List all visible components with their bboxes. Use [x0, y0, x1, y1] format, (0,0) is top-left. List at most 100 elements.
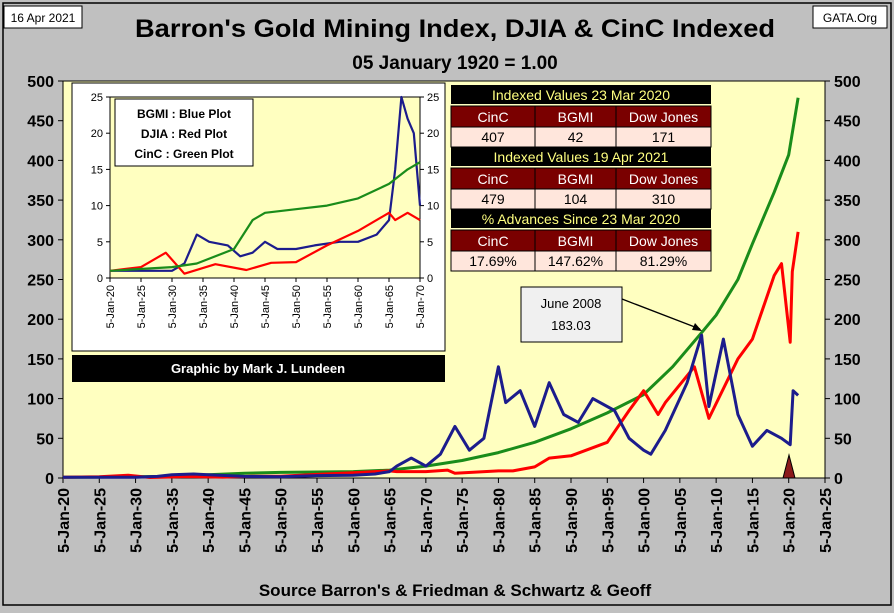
main-x-tick-label: 5-Jan-35 [165, 488, 182, 553]
inset-legend-entry: DJIA : Red Plot [141, 127, 227, 141]
inset-y-tick-label-left: 0 [97, 273, 103, 285]
current-date-marker [782, 453, 796, 479]
inset-y-tick-label-left: 10 [91, 201, 103, 213]
indexed-values-tables: Indexed Values 23 Mar 2020 CinC 407 BGMI 42 D… [450, 85, 712, 272]
main-x-tick-label: 5-Jan-20 [782, 488, 799, 553]
credit-banner [72, 355, 445, 382]
main-x-tick-label: 5-Jan-50 [274, 488, 291, 553]
annotation-line2: 183.03 [551, 318, 591, 333]
main-x-tick-label: 5-Jan-30 [129, 488, 146, 553]
inset-y-tick-label-right: 0 [427, 273, 433, 285]
main-x-tick-label: 5-Jan-15 [745, 488, 762, 553]
main-y-tick-label-right: 400 [834, 153, 861, 170]
main-y-tick-label-left: 300 [27, 233, 54, 250]
main-y-tick-label-left: 350 [27, 193, 54, 210]
main-x-axis: 5-Jan-20 5-Jan-25 5-Jan-30 5-Jan-35 5-Jan-40… [56, 478, 835, 553]
main-series-group [62, 97, 800, 479]
inset-y-tick-label-left: 5 [97, 237, 103, 249]
inset-x-tick-label: 5-Jan-35 [198, 285, 210, 328]
main-x-tick-label: 5-Jan-80 [491, 488, 508, 553]
inset-legend-entry: CinC : Green Plot [134, 147, 233, 161]
inset-x-tick-label: 5-Jan-55 [322, 285, 334, 328]
inset-y-tick-label-right: 5 [427, 237, 433, 249]
annotation-arrow-line [621, 298, 701, 330]
source-tag-box [812, 5, 888, 29]
inset-legend-entry: BGMI : Blue Plot [137, 107, 231, 121]
table-value: 407 [481, 129, 505, 145]
inset-x-tick-label: 5-Jan-25 [136, 285, 148, 328]
main-y-tick-label-right: 300 [834, 233, 861, 250]
table-value: 17.69% [469, 253, 516, 269]
main-y-tick-label-left: 500 [27, 74, 54, 91]
main-y-tick-label-right: 150 [834, 352, 861, 369]
annotation-line1: June 2008 [541, 296, 602, 311]
main-y-tick-label-right: 450 [834, 114, 861, 131]
table-header-label: CinC [477, 233, 508, 249]
main-y-tick-label-left: 200 [27, 312, 54, 329]
table-caption-bg [451, 85, 711, 104]
table-header-label: CinC [477, 109, 508, 125]
table-caption: % Advances Since 23 Mar 2020 [482, 211, 681, 227]
main-x-tick-label: 5-Jan-40 [201, 488, 218, 553]
inset-y-tick-label-right: 25 [427, 92, 439, 104]
main-x-tick-label: 5-Jan-75 [455, 488, 472, 553]
main-y-tick-label-right: 0 [834, 471, 843, 488]
series-line-bgmi [63, 333, 800, 479]
main-y-tick-label-right: 500 [834, 74, 861, 91]
main-y-tick-label-left: 0 [45, 471, 54, 488]
inset-series-group [109, 95, 422, 275]
main-y-tick-label-right: 50 [834, 431, 852, 448]
annotation-arrow-head [692, 323, 702, 331]
date-box [3, 5, 83, 29]
date-label: 16 Apr 2021 [11, 11, 76, 25]
main-x-tick-label: 5-Jan-95 [600, 488, 617, 553]
inset-legend: BGMI : Blue Plot DJIA : Red Plot CinC : Gr… [134, 107, 233, 161]
inset-y-tick-label-right: 15 [427, 164, 439, 176]
inset-legend-box [114, 98, 254, 167]
chart-title: Barron's Gold Mining Index, DJIA & CinC … [135, 15, 775, 43]
table-header-label: BGMI [558, 233, 594, 249]
main-y-tick-label-left: 400 [27, 153, 54, 170]
chart-subtitle: 05 January 1920 = 1.00 [352, 53, 557, 74]
main-x-tick-label: 5-Jan-85 [528, 488, 545, 553]
inset-x-tick-label: 5-Jan-40 [229, 285, 241, 328]
main-x-tick-label: 5-Jan-90 [564, 488, 581, 553]
main-x-tick-label: 5-Jan-65 [383, 488, 400, 553]
table-value: 147.62% [548, 253, 603, 269]
table-caption-bg [451, 209, 711, 228]
inset-x-tick-label: 5-Jan-65 [384, 285, 396, 328]
table-header-label: BGMI [558, 171, 594, 187]
inset-x-tick-label: 5-Jan-70 [415, 285, 427, 328]
main-x-tick-label: 5-Jan-05 [673, 488, 690, 553]
inset-series-line-bgmi [110, 95, 422, 272]
inset-x-tick-label: 5-Jan-50 [291, 285, 303, 328]
main-x-tick-label: 5-Jan-60 [346, 488, 363, 553]
x-axis-title: Source Barron's & Friedman & Schwartz & … [259, 581, 652, 600]
table-caption: Indexed Values 19 Apr 2021 [494, 149, 669, 165]
main-x-tick-label: 5-Jan-25 [92, 488, 109, 553]
table-value-cell [615, 250, 712, 272]
inset-x-tick-label: 5-Jan-30 [167, 285, 179, 328]
main-y-tick-label-left: 150 [27, 352, 54, 369]
inset-x-tick-label: 5-Jan-20 [105, 285, 117, 328]
inset-series-line-djia [109, 211, 421, 275]
source-tag-label: GATA.Org [823, 11, 877, 25]
inset-y-tick-label-left: 15 [91, 164, 103, 176]
inset-axes: 0 0 5 5 10 10 15 15 20 20 25 25 5-Jan-20 5-Jan-25 5-Ja… [91, 92, 440, 328]
table-value: 81.29% [640, 253, 687, 269]
inset-x-tick-label: 5-Jan-60 [353, 285, 365, 328]
table-caption: Indexed Values 23 Mar 2020 [492, 87, 670, 103]
main-x-tick-label: 5-Jan-20 [56, 488, 73, 553]
table-value: 310 [652, 191, 676, 207]
table-value: 479 [481, 191, 505, 207]
table-header-label: CinC [477, 171, 508, 187]
table-caption-bg [451, 147, 711, 166]
inset-x-tick-label: 5-Jan-45 [260, 285, 272, 328]
main-y-tick-label-left: 100 [27, 392, 54, 409]
main-y-tick-label-left: 50 [36, 431, 54, 448]
inset-series-line-cinc [109, 161, 421, 272]
